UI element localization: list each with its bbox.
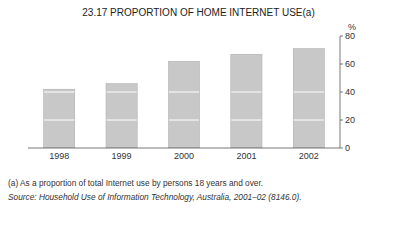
- bar: [106, 84, 137, 148]
- x-tick-label: 1998: [49, 151, 69, 161]
- x-tick-label: 2001: [236, 151, 256, 161]
- bar: [168, 61, 199, 148]
- segment-break: [44, 120, 74, 121]
- x-tick-label: 1999: [112, 151, 132, 161]
- segment-break: [107, 120, 137, 121]
- x-axis-line: [28, 148, 340, 149]
- y-tick-label: 0: [345, 143, 350, 153]
- bar: [231, 54, 262, 148]
- y-axis-label: %: [348, 22, 356, 32]
- note: Source: Household Use of Information Tec…: [8, 192, 302, 202]
- x-tick-label: 2002: [299, 151, 319, 161]
- segment-break: [169, 120, 199, 121]
- page: {"chart_data": {"type": "bar", "title": …: [0, 0, 397, 227]
- segment-break: [231, 92, 261, 93]
- y-tick: [340, 120, 343, 121]
- segment-break: [44, 92, 74, 93]
- y-tick-label: 60: [345, 59, 355, 69]
- segment-break: [169, 92, 199, 93]
- y-tick-label: 20: [345, 115, 355, 125]
- bar: [44, 89, 75, 148]
- title: 23.17 PROPORTION OF HOME INTERNET USE(a): [82, 7, 314, 18]
- segment-break: [231, 120, 261, 121]
- y-tick: [340, 36, 343, 37]
- chart: 23.17 PROPORTION OF HOME INTERNET USE(a)…: [0, 0, 397, 227]
- bars: [44, 49, 325, 148]
- segment-break: [294, 120, 324, 121]
- segment-break: [294, 92, 324, 93]
- y-tick: [340, 92, 343, 93]
- segment-break: [107, 92, 137, 93]
- y-tick-label: 80: [345, 31, 355, 41]
- x-tick-label: 2000: [174, 151, 194, 161]
- chart-container: 23.17 PROPORTION OF HOME INTERNET USE(a)…: [0, 0, 397, 227]
- y-tick-label: 40: [345, 87, 355, 97]
- y-tick: [340, 148, 343, 149]
- note: (a) As a proportion of total Internet us…: [8, 178, 263, 188]
- y-tick: [340, 64, 343, 65]
- bar: [293, 49, 324, 148]
